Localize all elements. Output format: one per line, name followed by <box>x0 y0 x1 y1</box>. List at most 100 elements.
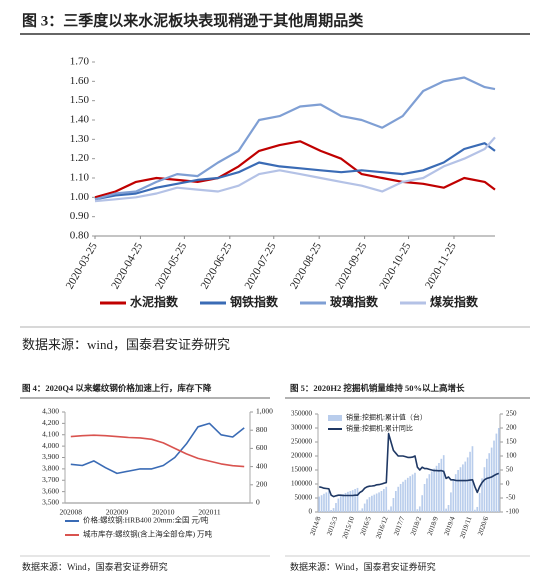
y-tick-label: 350000 <box>291 410 313 418</box>
y2-tick-label: 1,000 <box>256 407 273 416</box>
y2-tick-label: 400 <box>256 461 268 470</box>
y2-tick-label: 600 <box>256 443 268 452</box>
bar <box>385 486 388 512</box>
bar <box>368 497 371 512</box>
x-tick-label: 2019/4 <box>443 515 457 536</box>
x-tick-label: 2020-09-25 <box>333 240 369 291</box>
series-line <box>94 142 496 201</box>
y-tick-label: 3,600 <box>42 486 59 495</box>
y-tick-label: 1.10 <box>70 172 90 184</box>
bar <box>428 474 431 512</box>
x-tick-label: 2019/11 <box>458 515 473 540</box>
bar <box>418 506 421 512</box>
x-tick-label: 2020/6 <box>476 515 490 536</box>
x-tick-label: 2018/2 <box>409 515 423 536</box>
bar <box>320 495 323 512</box>
chart-title: 图 4：2020Q4 以来螺纹钢价格加速上行，库存下降 <box>22 383 212 393</box>
x-tick-label: 2016/5 <box>359 515 373 536</box>
bar <box>404 479 407 512</box>
legend-label: 销量:挖掘机:累计值（台） <box>346 413 427 422</box>
bar <box>406 477 409 512</box>
y-tick-label: 4,300 <box>42 407 59 416</box>
legend-swatch <box>328 415 342 421</box>
bar <box>380 491 383 512</box>
bar <box>433 468 435 512</box>
bar <box>445 508 447 512</box>
y-tick-label: 50000 <box>295 494 313 502</box>
bar <box>399 484 402 512</box>
legend-label: 玻璃指数 <box>330 294 379 309</box>
y2-tick-label: 50 <box>506 466 514 474</box>
chart-title: 图 5：2020H2 挖掘机销量维持 50%以上高增长 <box>290 383 465 393</box>
y-tick-label: 3,500 <box>42 498 59 507</box>
bar <box>327 491 330 512</box>
y-tick-label: 150000 <box>291 466 313 474</box>
legend-label: 城市库存:螺纹钢(含上海全部仓库) 万吨 <box>83 529 212 539</box>
y2-tick-label: 0 <box>256 498 260 507</box>
bar <box>447 505 450 512</box>
y-tick-label: 1.70 <box>70 56 90 68</box>
x-tick-label: 2016/12 <box>374 515 390 540</box>
bar <box>371 495 373 512</box>
chart-title: 图 3：三季度以来水泥板块表现稍逊于其他周期品类 <box>22 11 364 29</box>
bar <box>409 476 412 512</box>
bar <box>483 467 486 512</box>
y-tick-label: 3,800 <box>42 464 59 473</box>
x-tick-label: 2020-07-25 <box>242 240 278 291</box>
source-note: 数据来源：Wind，国泰君安证券研究 <box>22 561 168 572</box>
x-tick-label: 202009 <box>106 508 129 517</box>
bar <box>454 474 457 512</box>
x-tick-label: 2020-03-25 <box>64 240 100 291</box>
y-tick-label: 1.30 <box>70 133 90 145</box>
bar <box>383 489 385 512</box>
bar <box>435 465 438 512</box>
x-tick-label: 2020-10-25 <box>377 240 413 291</box>
bar <box>363 503 366 512</box>
y2-tick-label: 200 <box>506 424 517 432</box>
source-note: 数据来源：Wind，国泰君安证券研究 <box>290 561 436 572</box>
bar <box>366 499 368 512</box>
x-tick-label: 202008 <box>60 508 83 517</box>
y-tick-label: 1.50 <box>70 94 90 106</box>
x-tick-label: 2017/7 <box>392 515 406 536</box>
bar <box>485 458 488 512</box>
y-tick-label: 1.20 <box>70 152 90 164</box>
y2-tick-label: 100 <box>506 452 517 460</box>
bar <box>318 496 321 512</box>
bar <box>347 491 349 512</box>
legend-label: 钢铁指数 <box>230 294 279 309</box>
bar <box>438 463 440 512</box>
x-tick-label: 202010 <box>152 508 175 517</box>
x-tick-label: 2014/8 <box>308 515 322 536</box>
y2-tick-label: -50 <box>506 494 516 502</box>
legend-label: 煤炭指数 <box>430 294 479 309</box>
bar <box>335 503 337 512</box>
bar <box>481 478 483 512</box>
bar <box>342 494 344 512</box>
bar <box>359 510 361 512</box>
legend-label: 销量:挖掘机:累计同比 <box>346 424 413 433</box>
bar <box>375 493 378 512</box>
bar <box>476 506 479 512</box>
bar <box>421 495 424 512</box>
bar <box>411 474 414 512</box>
y-tick-label: 300000 <box>291 424 313 432</box>
y2-tick-label: 0 <box>506 480 510 488</box>
y2-tick-label: -100 <box>506 508 519 516</box>
y-tick-label: 4,000 <box>42 441 59 450</box>
y-tick-label: 3,900 <box>42 452 59 461</box>
bar <box>490 447 493 512</box>
x-tick-label: 2020-04-25 <box>109 240 145 291</box>
bar <box>351 490 354 512</box>
bar <box>402 481 404 512</box>
y-tick-label: 0 <box>309 508 313 516</box>
bar <box>392 498 395 512</box>
x-tick-label: 2018/9 <box>426 515 440 536</box>
y2-tick-label: 800 <box>256 425 268 434</box>
bar <box>354 489 356 512</box>
bar <box>390 506 392 512</box>
bar <box>330 510 333 512</box>
bar <box>452 479 455 512</box>
x-tick-label: 2020-06-25 <box>199 240 235 291</box>
